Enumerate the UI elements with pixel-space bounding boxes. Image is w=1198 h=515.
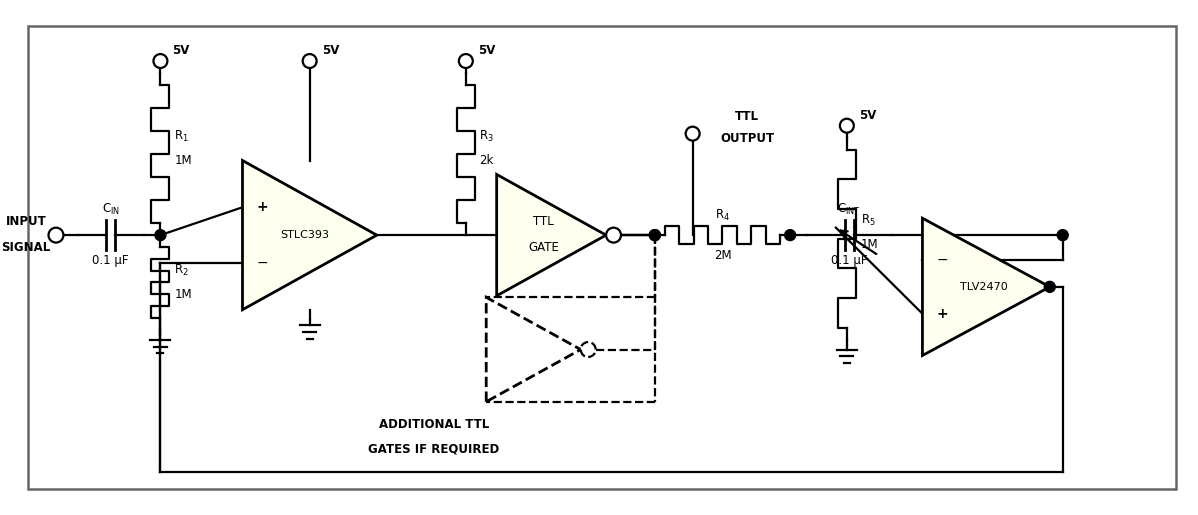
Circle shape [155, 230, 165, 241]
Text: 5V: 5V [478, 44, 495, 57]
Text: STLC393: STLC393 [280, 230, 329, 240]
Text: R$_1$: R$_1$ [175, 129, 189, 144]
Text: 5V: 5V [859, 109, 876, 122]
Text: 5V: 5V [173, 44, 189, 57]
Circle shape [840, 119, 854, 133]
Text: 1M: 1M [175, 288, 192, 301]
Text: 2M: 2M [714, 249, 731, 262]
Circle shape [581, 342, 595, 357]
Text: 5V: 5V [321, 44, 339, 57]
Text: C$_\mathregular{IN}$: C$_\mathregular{IN}$ [102, 202, 120, 217]
Polygon shape [922, 218, 1049, 355]
Polygon shape [497, 175, 606, 296]
Polygon shape [242, 161, 377, 310]
Text: R$_5$: R$_5$ [860, 213, 876, 228]
Text: 0.1 μF: 0.1 μF [92, 254, 129, 267]
Text: 1M: 1M [175, 153, 192, 166]
Text: 2k: 2k [479, 153, 494, 166]
Text: GATE: GATE [528, 241, 558, 253]
Text: R$_2$: R$_2$ [175, 263, 189, 278]
Circle shape [785, 230, 795, 241]
Text: 1M: 1M [860, 238, 878, 251]
Circle shape [459, 54, 473, 68]
Text: −: − [937, 253, 948, 267]
Circle shape [48, 228, 63, 243]
Text: 0.1 μF: 0.1 μF [831, 254, 867, 267]
Circle shape [685, 127, 700, 141]
Text: +: + [937, 307, 948, 321]
Text: +: + [256, 200, 268, 214]
Text: OUTPUT: OUTPUT [720, 132, 774, 145]
Text: −: − [256, 256, 268, 270]
Text: INPUT: INPUT [6, 215, 47, 228]
Text: TTL: TTL [736, 110, 760, 123]
Text: C$_\mathregular{INT}$: C$_\mathregular{INT}$ [837, 202, 861, 217]
Text: R$_4$: R$_4$ [715, 208, 730, 223]
Text: ADDITIONAL TTL: ADDITIONAL TTL [379, 418, 489, 431]
Circle shape [649, 230, 660, 241]
Polygon shape [486, 297, 581, 402]
Circle shape [649, 230, 660, 241]
Text: TTL: TTL [533, 215, 553, 228]
Circle shape [1045, 281, 1055, 293]
Circle shape [606, 228, 621, 243]
Circle shape [1058, 230, 1069, 241]
Text: TLV2470: TLV2470 [961, 282, 1008, 292]
Text: R$_3$: R$_3$ [479, 129, 494, 144]
Circle shape [153, 54, 168, 68]
Text: SIGNAL: SIGNAL [1, 241, 50, 253]
Text: GATES IF REQUIRED: GATES IF REQUIRED [368, 442, 500, 455]
Circle shape [303, 54, 316, 68]
